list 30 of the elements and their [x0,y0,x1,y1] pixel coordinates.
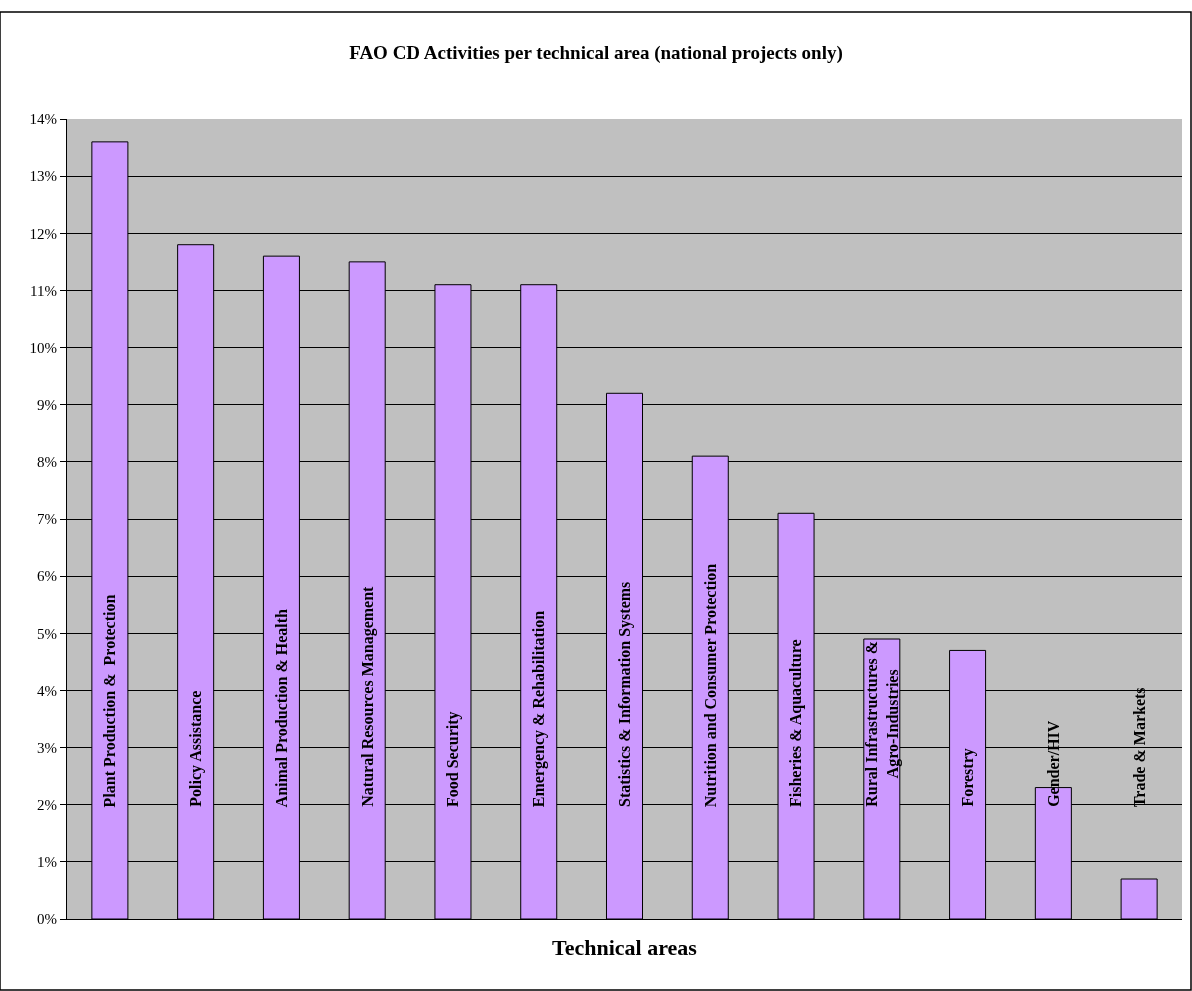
x-tick-label: Fisheries & Aquaculture [787,639,806,808]
x-tick-label: Forestry [958,748,977,807]
x-tick-label: Food Security [443,711,462,807]
x-axis-title: Technical areas [552,934,698,960]
x-tick-label: Nutrition and Consumer Protection [702,563,720,808]
x-tick-label: Plant Production & Protection [101,594,119,808]
y-tick-label: 4% [37,682,57,699]
y-tick-label: 10% [29,339,57,356]
y-tick-label: 12% [29,225,57,242]
x-tick-label: Policy Assistance [186,690,205,807]
y-tick-label: 8% [37,454,57,471]
y-tick-label: 6% [37,568,57,585]
x-tick-label: Natural Resources Management [358,585,377,807]
y-tick-label: 2% [37,796,57,813]
y-tick-label: 14% [29,111,57,128]
y-tick-label: 13% [29,168,57,185]
y-tick-label: 1% [37,854,57,871]
x-tick-label: Animal Production & Health [273,608,291,808]
chart-title: FAO CD Activities per technical area (national projects only) [349,42,843,65]
x-tick-label: Rural Infrastructures & Agro-Industries [862,640,902,807]
y-tick-label: 5% [37,625,57,642]
y-tick-label: 3% [37,739,57,756]
y-tick-label: 9% [37,396,57,413]
x-tick-label: Gender/HIV [1044,720,1062,807]
x-tick-label: Statistics & Information Systems [616,581,634,807]
y-tick-label: 7% [37,511,57,528]
x-tick-label: Trade & Markets [1131,687,1149,808]
y-tick-label: 11% [30,282,57,299]
y-tick-label: 0% [37,911,57,928]
x-tick-label: Emergency & Rehabilitation [530,610,549,808]
